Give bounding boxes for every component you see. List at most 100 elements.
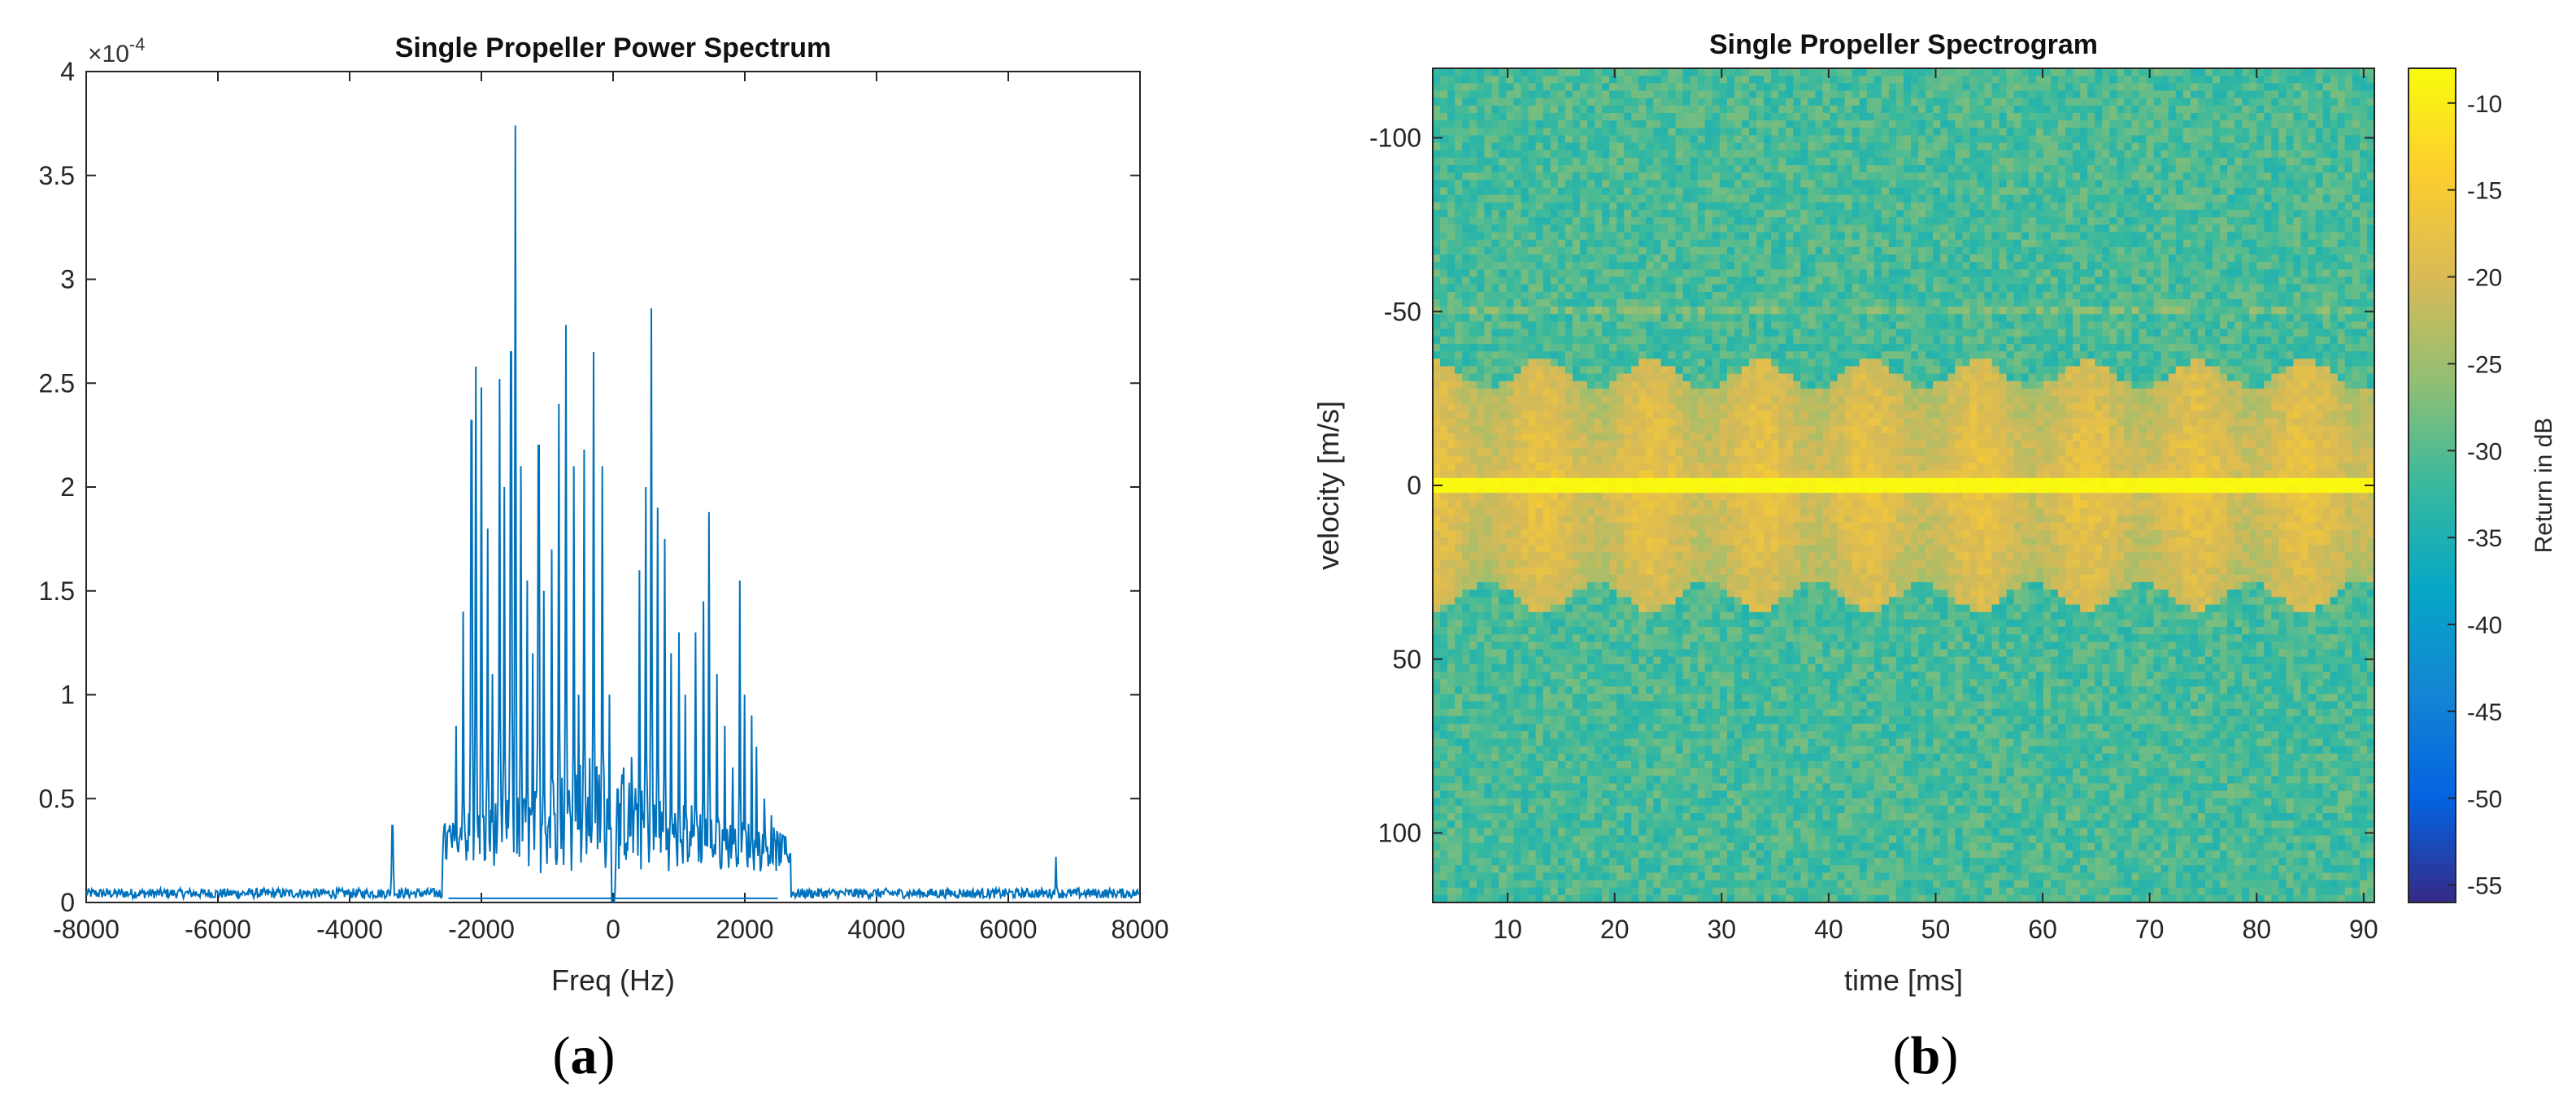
heatmap-cell (2168, 98, 2177, 107)
heatmap-cell (1726, 321, 1735, 330)
heatmap-cell (2315, 172, 2324, 181)
heatmap-cell (1815, 269, 1824, 278)
heatmap-cell (1822, 336, 1831, 345)
heatmap-cell (1955, 254, 1963, 263)
heatmap-cell (1535, 328, 1544, 337)
heatmap-cell (1991, 76, 2000, 84)
heatmap-cell (2227, 269, 2235, 278)
heatmap-cell (2300, 83, 2309, 92)
heatmap-cell (2139, 83, 2147, 92)
heatmap-cell (2234, 180, 2243, 189)
heatmap-cell (2168, 112, 2177, 121)
heatmap-cell (1793, 328, 1801, 337)
heatmap-cell (1888, 232, 1897, 241)
heatmap-cell (1433, 150, 1441, 159)
heatmap-cell (2050, 105, 2059, 114)
heatmap-cell (2160, 254, 2169, 263)
heatmap-cell (2065, 224, 2073, 233)
heatmap-cell (1579, 351, 1588, 359)
heatmap-cell (1800, 269, 1808, 278)
heatmap-cell (1822, 76, 1831, 84)
heatmap-cell (1653, 246, 1662, 255)
heatmap-cell (2013, 157, 2022, 166)
heatmap-cell (1491, 142, 1500, 151)
heatmap-cell (2249, 128, 2257, 137)
heatmap-cell (2220, 284, 2228, 293)
heatmap-cell (1675, 68, 1684, 76)
heatmap-cell (2160, 150, 2169, 159)
heatmap-cell (1940, 202, 1948, 211)
heatmap-cell (2190, 284, 2199, 293)
heatmap-cell (1506, 76, 1515, 84)
heatmap-cell (1808, 165, 1817, 173)
heatmap-cell (2308, 276, 2317, 285)
heatmap-cell (1741, 307, 1750, 315)
heatmap-cell (2220, 105, 2228, 114)
heatmap-cell (1535, 284, 1544, 293)
heatmap-cell (1572, 180, 1581, 189)
heatmap-cell (2050, 112, 2059, 121)
heatmap-cell (2308, 90, 2317, 99)
heatmap-cell (2043, 202, 2052, 211)
heatmap-cell (2131, 343, 2140, 352)
heatmap-cell (1586, 76, 1595, 84)
heatmap-cell (1999, 98, 2008, 107)
heatmap-cell (1506, 254, 1515, 263)
heatmap-cell (1734, 172, 1743, 181)
heatmap-cell (1962, 128, 1971, 137)
heatmap-cell (1873, 98, 1882, 107)
heatmap-cell (1631, 76, 1639, 84)
heatmap-cell (1815, 284, 1824, 293)
heatmap-cell (1859, 194, 1868, 203)
heatmap-cell (2087, 343, 2095, 352)
heatmap-cell (1499, 180, 1508, 189)
heatmap-cell (2013, 98, 2022, 107)
heatmap-cell (2330, 336, 2339, 345)
heatmap-cell (2249, 76, 2257, 84)
heatmap-cell (2160, 83, 2169, 92)
heatmap-cell (1506, 284, 1515, 293)
heatmap-cell (1815, 68, 1824, 76)
heatmap-cell (1484, 128, 1492, 137)
heatmap-cell (2139, 165, 2147, 173)
heatmap-cell (1984, 120, 1993, 128)
heatmap-cell (2352, 307, 2361, 315)
heatmap-cell (1962, 254, 1971, 263)
heatmap-cell (1631, 142, 1639, 151)
heatmap-cell (2190, 298, 2199, 307)
heatmap-cell (2073, 328, 2081, 337)
heatmap-cell (2160, 291, 2169, 300)
heatmap-cell (1653, 336, 1662, 345)
heatmap-cell (1550, 351, 1559, 359)
heatmap-cell (1866, 98, 1875, 107)
heatmap-cell (1447, 321, 1456, 330)
heatmap-cell (1499, 157, 1508, 166)
heatmap-cell (1815, 76, 1824, 84)
heatmap-cell (2006, 76, 2015, 84)
heatmap-cell (1704, 254, 1713, 263)
heatmap-cell (1682, 232, 1691, 241)
heatmap-cell (2337, 90, 2346, 99)
heatmap-cell (1933, 276, 1941, 285)
heatmap-cell (1749, 135, 1757, 144)
heatmap-cell (1690, 105, 1699, 114)
heatmap-cell (1808, 217, 1817, 225)
heatmap-cell (1734, 194, 1743, 203)
heatmap-cell (1455, 112, 1463, 121)
heatmap-cell (1888, 120, 1897, 128)
heatmap-cell (2013, 150, 2022, 159)
heatmap-cell (2043, 150, 2052, 159)
heatmap-cell (1925, 232, 1934, 241)
heatmap-cell (2043, 172, 2052, 181)
heatmap-cell (2102, 105, 2110, 114)
heatmap-cell (1756, 180, 1764, 189)
heatmap-cell (1940, 232, 1948, 241)
heatmap-cell (2087, 336, 2095, 345)
heatmap-cell (1513, 307, 1522, 315)
heatmap-cell (2168, 194, 2177, 203)
heatmap-cell (1682, 128, 1691, 137)
heatmap-cell (1682, 307, 1691, 315)
heatmap-cell (1697, 202, 1706, 211)
heatmap-cell (1682, 262, 1691, 270)
heatmap-cell (2300, 343, 2309, 352)
